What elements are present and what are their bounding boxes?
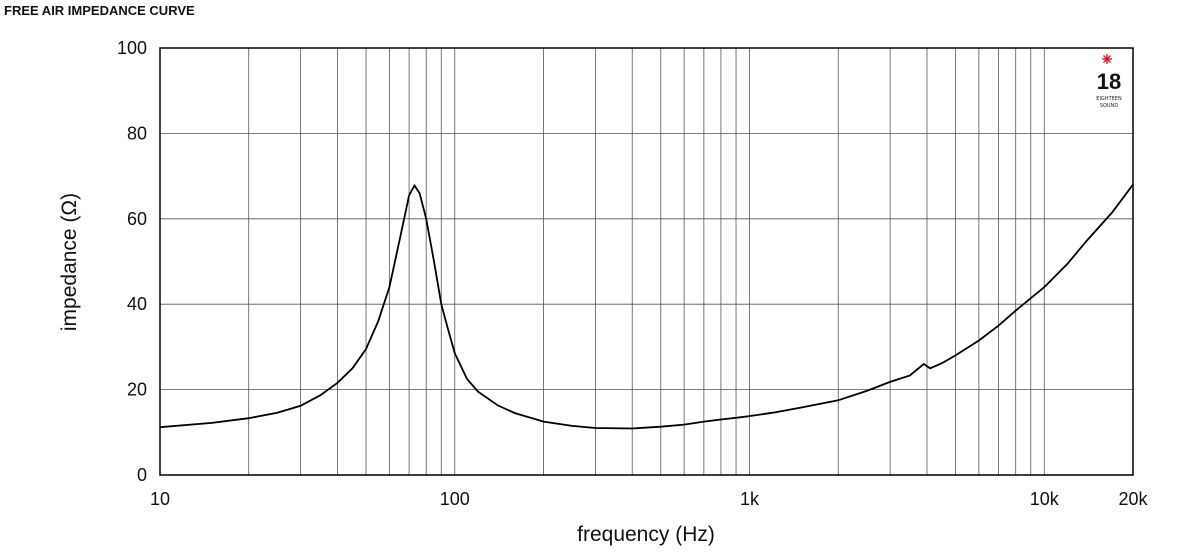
chart-title: FREE AIR IMPEDANCE CURVE	[4, 3, 195, 18]
x-tick-label: 10k	[1030, 489, 1060, 509]
brand-logo: 18 EIGHTEEN SOUND	[1096, 54, 1122, 109]
x-tick-label: 1k	[740, 489, 760, 509]
logo-number: 18	[1097, 69, 1121, 94]
star-icon	[1102, 54, 1112, 64]
y-tick-label: 0	[137, 465, 147, 485]
plot-frame	[159, 47, 1134, 476]
x-tick-label: 10	[150, 489, 170, 509]
x-tick-label: 100	[440, 489, 470, 509]
y-axis-label: impedance (Ω)	[58, 193, 81, 331]
x-tick-label: 20k	[1118, 489, 1148, 509]
y-tick-label: 60	[127, 209, 147, 229]
y-tick-labels: 0 20 40 60 80 100	[117, 38, 147, 485]
logo-line2: SOUND	[1100, 103, 1119, 109]
x-tick-labels: 10 100 1k 10k 20k	[150, 489, 1149, 509]
y-tick-label: 40	[127, 294, 147, 314]
y-tick-label: 100	[117, 38, 147, 58]
impedance-curve	[159, 183, 1134, 430]
logo-line1: EIGHTEEN	[1096, 96, 1122, 102]
x-axis-label: frequency (Hz)	[577, 523, 715, 546]
y-tick-label: 20	[127, 380, 147, 400]
y-tick-label: 80	[127, 123, 147, 143]
grid-lines	[160, 48, 1133, 475]
